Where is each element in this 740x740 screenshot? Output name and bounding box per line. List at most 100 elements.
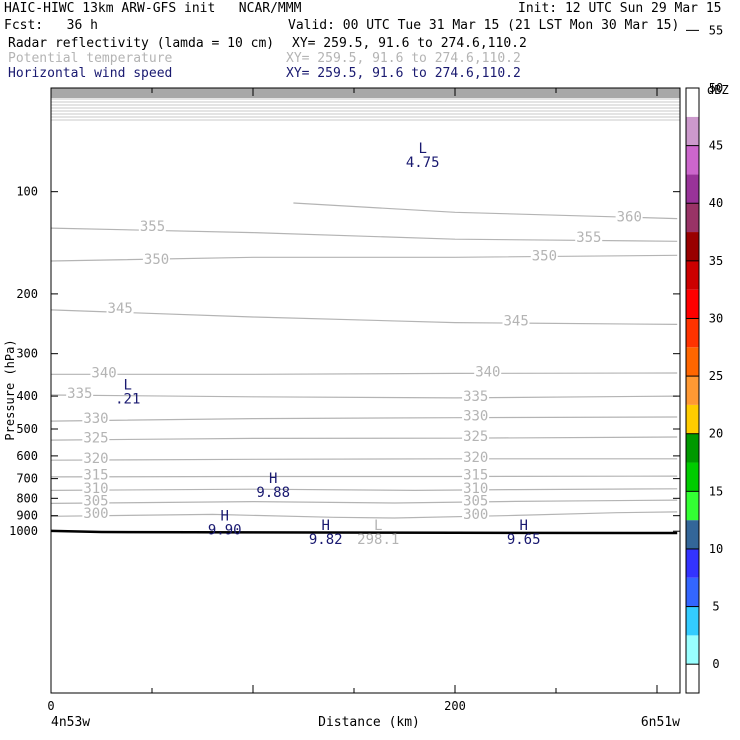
- extremum-letter: H: [269, 471, 277, 487]
- theta-label-bg: [462, 467, 490, 481]
- plot-frame: [50, 87, 681, 694]
- theta-label: 345: [108, 301, 133, 317]
- colorbar-swatch: [686, 433, 699, 463]
- theta-label: 355: [576, 230, 601, 246]
- terrain-surface-line: [50, 529, 678, 535]
- extremum-value: 9.90: [208, 522, 242, 538]
- title-left: HAIC-HIWC 13km ARW-GFS init NCAR/MMM: [4, 1, 302, 16]
- theta-label-bg: [142, 251, 170, 265]
- colorbar-label: 30: [709, 311, 723, 325]
- theta-contour-325: [50, 436, 678, 441]
- theta-label: 350: [144, 252, 169, 268]
- colorbar-swatch: [686, 577, 699, 607]
- y-tick-label: 100: [16, 185, 38, 199]
- field-theta-xy: XY= 259.5, 91.6 to 274.6,110.2: [286, 51, 521, 66]
- theta-label: 320: [83, 451, 108, 467]
- theta-label-bg: [106, 300, 134, 314]
- field-reflectivity-xy: XY= 259.5, 91.6 to 274.6,110.2: [292, 36, 527, 51]
- colorbar-label: 5: [712, 600, 719, 614]
- y-tick-label: 500: [16, 422, 38, 436]
- theta-label: 320: [463, 450, 488, 466]
- colorbar-label: 55: [709, 23, 723, 37]
- theta-contour-310: [50, 488, 678, 492]
- theta-label: 300: [83, 506, 108, 522]
- theta-label-bg: [530, 248, 558, 262]
- theta-label-bg: [502, 313, 530, 327]
- colorbar-label: 10: [709, 542, 723, 556]
- theta-label: 330: [463, 409, 488, 425]
- extremum-letter: L: [124, 378, 132, 394]
- theta-label-bg: [138, 219, 166, 233]
- colorbar-swatch: [686, 347, 699, 377]
- theta-label: 305: [463, 493, 488, 509]
- theta-label-bg: [66, 385, 94, 399]
- theta-label: 345: [503, 314, 528, 330]
- theta-label-bg: [82, 481, 110, 495]
- theta-label-bg: [90, 365, 118, 379]
- extremum-letter: H: [221, 508, 229, 524]
- theta-contour-305: [50, 499, 678, 504]
- x-axis-label: Distance (km): [318, 715, 420, 730]
- theta-label: 340: [91, 365, 116, 381]
- y-axis-label: Pressure (hPa): [3, 339, 17, 440]
- colorbar-label: 0: [712, 657, 719, 671]
- distance-axis: 0 200: [47, 88, 658, 713]
- y-tick-label: 300: [16, 347, 38, 361]
- colorbar-swatch: [686, 606, 699, 636]
- theta-contours: [50, 202, 678, 519]
- extremum-value: 9.88: [256, 485, 290, 501]
- theta-contour-315: [50, 475, 678, 478]
- theta-label-bg: [82, 410, 110, 424]
- field-theta-name: Potential temperature: [8, 51, 173, 66]
- extremum-value: .21: [115, 392, 140, 408]
- theta-contour-335: [50, 394, 678, 399]
- extremum-letter: L: [374, 518, 382, 534]
- colorbar-swatch: [686, 404, 699, 434]
- colorbar-swatch: [686, 88, 699, 117]
- y-tick-label: 200: [16, 287, 38, 301]
- theta-label: 310: [463, 481, 488, 497]
- x-endpoint-right: 6n51w: [641, 715, 680, 730]
- model-top-band: [51, 88, 680, 98]
- colorbar-swatch: [686, 174, 699, 204]
- extremum-letter: H: [519, 518, 527, 534]
- theta-label: 325: [83, 430, 108, 446]
- extremum-value: 4.75: [406, 155, 440, 171]
- field-wind-xy: XY= 259.5, 91.6 to 274.6,110.2: [286, 66, 521, 81]
- theta-label-bg: [575, 230, 603, 244]
- theta-label-bg: [462, 408, 490, 422]
- colorbar-swatch: [686, 116, 699, 146]
- colorbar-swatch: [686, 548, 699, 578]
- x-tick-label: 0: [47, 699, 54, 713]
- theta-label-bg: [462, 388, 490, 402]
- extremum-letter: L: [418, 141, 426, 157]
- field-wind-name: Horizontal wind speed: [8, 66, 173, 81]
- y-tick-label: 1000: [9, 524, 38, 538]
- theta-label: 310: [83, 481, 108, 497]
- colorbar-swatch: [686, 520, 699, 549]
- colorbar-label: 45: [709, 139, 723, 153]
- y-tick-label: 800: [16, 491, 38, 505]
- colorbar-swatch: [686, 145, 699, 175]
- theta-label-bg: [462, 507, 490, 521]
- theta-contour-330: [50, 416, 678, 422]
- theta-label-bg: [462, 493, 490, 507]
- theta-label: 315: [83, 468, 108, 484]
- colorbar-label: 35: [709, 254, 723, 268]
- extremum-value: 298.1: [357, 532, 399, 548]
- colorbar-swatch: [686, 203, 699, 233]
- y-tick-label: 600: [16, 449, 38, 463]
- theta-label-bg: [82, 506, 110, 520]
- theta-label-bg: [82, 493, 110, 507]
- dbz-colorbar: 051015202530354045505560657075: [685, 23, 723, 694]
- theta-label: 330: [83, 411, 108, 427]
- forecast-hour: Fcst: 36 h: [4, 18, 98, 33]
- theta-label: 340: [475, 364, 500, 380]
- theta-label-bg: [82, 467, 110, 481]
- colorbar-label: 20: [709, 427, 723, 441]
- theta-label: 355: [140, 219, 165, 235]
- upper-boundary-hatch: [51, 88, 680, 121]
- colorbar-swatch: [686, 635, 699, 665]
